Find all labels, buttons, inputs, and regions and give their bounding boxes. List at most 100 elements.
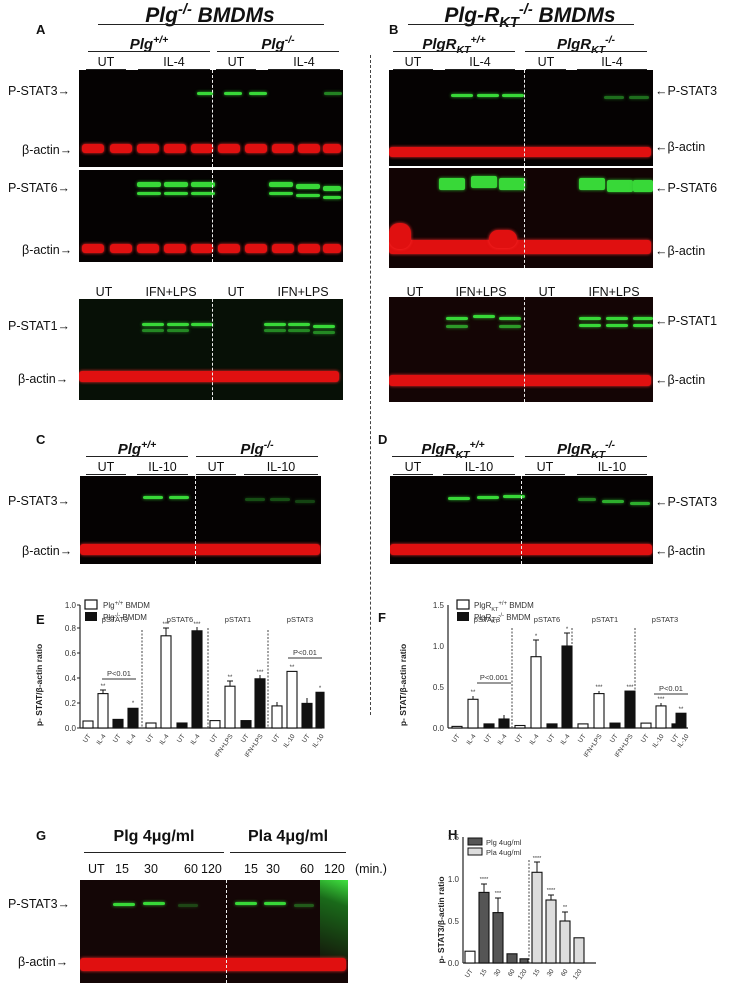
svg-text:P<0.01: P<0.01 bbox=[107, 669, 131, 678]
svg-text:UT: UT bbox=[176, 733, 187, 744]
svg-text:pSTAT3: pSTAT3 bbox=[287, 615, 313, 624]
svg-text:120: 120 bbox=[572, 968, 584, 981]
svg-text:IL-4: IL-4 bbox=[528, 733, 540, 747]
panel-a-label-pstat1: P-STAT1→ bbox=[8, 319, 71, 333]
panel-b-genotype-ko-line bbox=[525, 51, 647, 52]
panel-b-label-pstat6: ←P-STAT6 bbox=[655, 181, 718, 195]
panel-letter-f: F bbox=[378, 610, 386, 625]
panel-letter-c: C bbox=[36, 432, 46, 447]
svg-text:UT: UT bbox=[301, 733, 312, 744]
svg-text:**: ** bbox=[563, 905, 568, 911]
svg-text:15: 15 bbox=[532, 968, 542, 978]
panel-c-label-pstat3: P-STAT3→ bbox=[8, 494, 71, 508]
panel-a-cond-ifnlps-2: IFN+LPS bbox=[267, 285, 339, 300]
lane-label: 15 bbox=[244, 862, 258, 876]
panel-d-label-actin: ←β-actin bbox=[655, 544, 706, 558]
panel-d-cond-ut-1: UT bbox=[393, 460, 433, 475]
svg-text:IL-4: IL-4 bbox=[125, 733, 137, 747]
panel-letter-h: H bbox=[448, 827, 458, 842]
svg-text:UT: UT bbox=[271, 733, 282, 744]
svg-text:**: ** bbox=[290, 665, 295, 671]
svg-text:pSTAT6: pSTAT6 bbox=[534, 615, 560, 624]
svg-text:UT: UT bbox=[640, 733, 651, 744]
svg-text:*: * bbox=[535, 634, 538, 640]
panel-a-label-pstat3: P-STAT3→ bbox=[8, 84, 71, 98]
left-title-underline bbox=[98, 24, 324, 25]
panel-d-cond-ut-2: UT bbox=[525, 460, 565, 475]
svg-text:***: *** bbox=[193, 622, 201, 628]
svg-text:IL-4: IL-4 bbox=[496, 733, 508, 747]
svg-text:****: **** bbox=[533, 856, 542, 862]
lane-label: 15 bbox=[115, 862, 129, 876]
panel-a-cond-ut-4: UT bbox=[216, 285, 256, 300]
panel-a-cond-ifnlps-1: IFN+LPS bbox=[135, 285, 207, 300]
svg-text:0.5: 0.5 bbox=[448, 917, 460, 926]
svg-text:IL-4: IL-4 bbox=[189, 733, 201, 747]
svg-text:UT: UT bbox=[464, 968, 475, 979]
panel-letter-g: G bbox=[36, 828, 47, 843]
svg-text:UT: UT bbox=[209, 733, 220, 744]
svg-text:*: * bbox=[319, 686, 322, 692]
panel-a-cond-il4-2: IL-4 bbox=[268, 55, 340, 70]
lane-label: UT bbox=[88, 862, 105, 876]
panel-a-cond-ut-2: UT bbox=[216, 55, 256, 70]
svg-text:pSTAT1: pSTAT1 bbox=[592, 615, 618, 624]
svg-text:*: * bbox=[132, 701, 135, 707]
panel-d-blot bbox=[390, 476, 653, 564]
svg-text:***: *** bbox=[626, 685, 634, 691]
svg-text:pSTAT1: pSTAT1 bbox=[225, 615, 251, 624]
svg-text:30: 30 bbox=[493, 968, 503, 978]
svg-text:Plg 4ug/ml: Plg 4ug/ml bbox=[486, 838, 522, 847]
svg-text:IL-10: IL-10 bbox=[311, 733, 325, 749]
panel-c-cond-ut-1: UT bbox=[86, 460, 126, 475]
svg-text:1.0: 1.0 bbox=[448, 875, 460, 884]
panel-g-treatment-plg-line bbox=[84, 852, 224, 853]
panel-f-bar-chart: PlgRKT+/+ BMDM PlgRKT-/- BMDM p- STAT/β-… bbox=[398, 599, 691, 759]
svg-text:****: **** bbox=[547, 888, 556, 894]
svg-text:IL-10: IL-10 bbox=[282, 733, 296, 749]
svg-text:p- STAT/β-actin ratio: p- STAT/β-actin ratio bbox=[398, 644, 408, 726]
svg-text:UT: UT bbox=[451, 733, 462, 744]
panel-g-label-pstat3: P-STAT3→ bbox=[8, 897, 71, 911]
panel-c-cond-ut-2: UT bbox=[196, 460, 236, 475]
panel-c-cond-il10-2: IL-10 bbox=[244, 460, 318, 475]
right-figure-title: Plg-RKT-/- BMDMs bbox=[444, 2, 616, 32]
svg-text:****: **** bbox=[480, 877, 489, 883]
panel-c-genotype-wt: Plg+/+ bbox=[117, 439, 157, 458]
panel-a-label-actin-1: β-actin→ bbox=[22, 143, 73, 157]
svg-text:0.0: 0.0 bbox=[448, 959, 460, 968]
panel-c-genotype-ko: Plg-/- bbox=[240, 439, 274, 458]
svg-text:UT: UT bbox=[514, 733, 525, 744]
panel-c-genotype-ko-line bbox=[196, 456, 318, 457]
lane-label: 120 bbox=[201, 862, 222, 876]
svg-text:IL-4: IL-4 bbox=[465, 733, 477, 747]
svg-text:UT: UT bbox=[577, 733, 588, 744]
svg-text:1.5: 1.5 bbox=[448, 833, 460, 842]
svg-text:*: * bbox=[566, 627, 569, 633]
panel-b-cond-ut-2: UT bbox=[526, 55, 566, 70]
svg-text:60: 60 bbox=[507, 968, 517, 978]
svg-text:120: 120 bbox=[517, 968, 529, 981]
svg-text:UT: UT bbox=[483, 733, 494, 744]
svg-text:P<0.01: P<0.01 bbox=[659, 684, 683, 693]
panel-b-blot-pstat3 bbox=[389, 70, 653, 166]
panel-letter-e: E bbox=[36, 612, 45, 627]
svg-text:p- STAT/β-actin ratio: p- STAT/β-actin ratio bbox=[34, 644, 44, 726]
panel-g-treatment-plg: Plg 4μg/ml bbox=[113, 828, 195, 845]
svg-text:15: 15 bbox=[479, 968, 489, 978]
left-figure-title: Plg-/- BMDMs bbox=[145, 2, 275, 27]
panel-c-blot bbox=[80, 476, 321, 564]
svg-text:UT: UT bbox=[670, 733, 681, 744]
legend: Plg+/+ BMDM Plg-/- BMDM bbox=[84, 599, 150, 622]
lane-label: 30 bbox=[266, 862, 280, 876]
svg-text:0.0: 0.0 bbox=[433, 724, 445, 733]
panel-a-genotype-wt-line bbox=[88, 51, 210, 52]
svg-text:UT: UT bbox=[546, 733, 557, 744]
svg-text:**: ** bbox=[471, 690, 476, 696]
panel-b-blot-pstat1 bbox=[389, 297, 653, 402]
panel-b-label-actin-1: ←β-actin bbox=[655, 140, 706, 154]
panel-d-cond-il10-2: IL-10 bbox=[577, 460, 647, 475]
svg-text:***: *** bbox=[256, 670, 264, 676]
panel-b-blot-pstat6 bbox=[389, 168, 653, 268]
svg-text:0.6: 0.6 bbox=[65, 649, 77, 658]
